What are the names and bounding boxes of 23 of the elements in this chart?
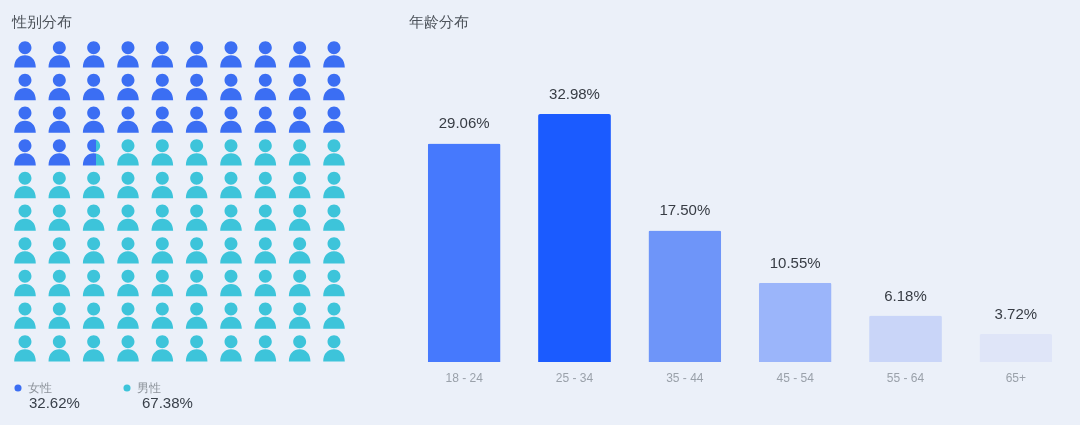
bar (869, 315, 942, 362)
text: 性别分布 (11, 13, 72, 30)
bar (648, 230, 722, 362)
legend-label: 男性 (137, 381, 161, 395)
bar (538, 114, 611, 362)
data-label: 6.18% (884, 286, 927, 304)
x-tick-label: 45 - 54 (776, 370, 815, 385)
data-label: 29.06% (438, 114, 490, 132)
bar (758, 282, 832, 362)
chart-title: 年龄分布 (409, 13, 469, 30)
data-label: 3.72% (994, 305, 1038, 323)
data-label: 67.38% (142, 394, 193, 411)
data-label: 10.55% (769, 253, 821, 271)
x-tick-label: 65+ (1005, 370, 1027, 385)
legend-label: 女性 (28, 381, 52, 395)
x-tick-label: 35 - 44 (666, 370, 704, 385)
x-tick-label: 25 - 34 (555, 370, 594, 385)
x-tick-label: 18 - 24 (445, 370, 484, 385)
x-tick-label: 55 - 64 (886, 370, 925, 385)
bar (427, 143, 501, 362)
data-label: 17.50% (659, 201, 711, 219)
data-label: 32.62% (29, 394, 80, 411)
data-label: 32.98% (549, 85, 600, 102)
